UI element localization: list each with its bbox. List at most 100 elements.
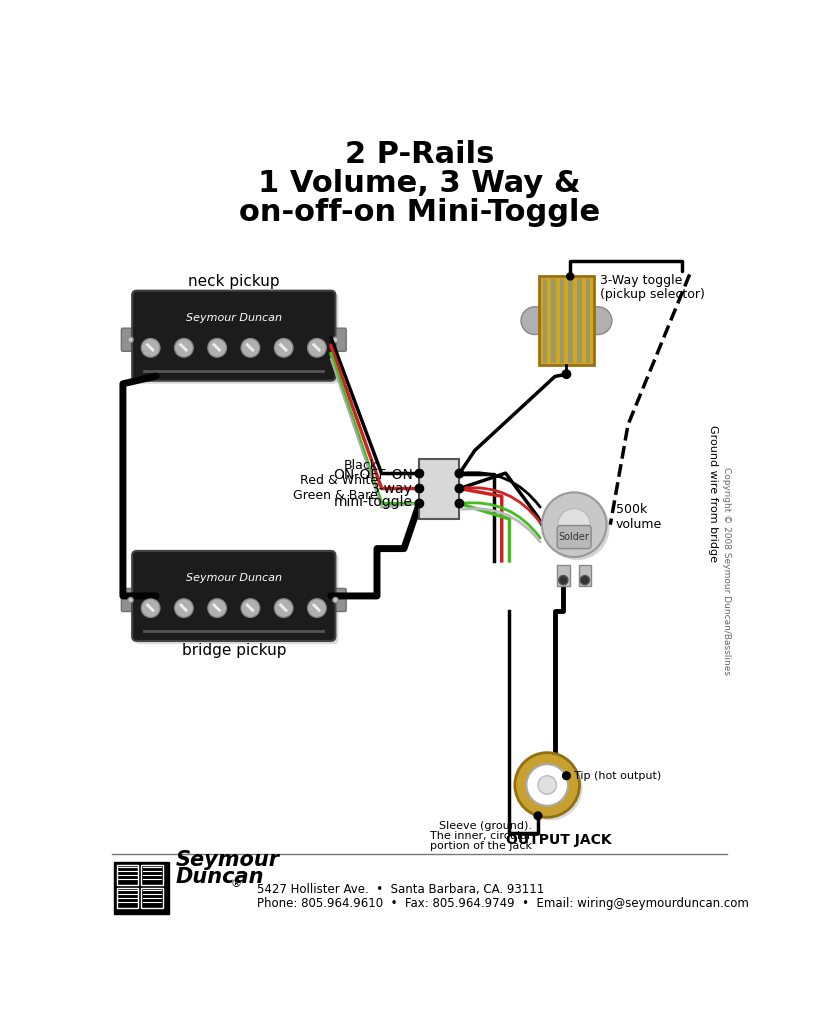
Text: 2 P-Rails: 2 P-Rails xyxy=(345,140,494,169)
Circle shape xyxy=(545,495,609,560)
Text: Tip (hot output): Tip (hot output) xyxy=(574,771,662,781)
Circle shape xyxy=(274,338,294,357)
Circle shape xyxy=(527,765,568,806)
Circle shape xyxy=(534,812,542,819)
Text: 3-Way toggle: 3-Way toggle xyxy=(600,275,683,287)
Circle shape xyxy=(208,339,226,357)
Bar xyxy=(539,277,594,365)
FancyBboxPatch shape xyxy=(324,588,346,611)
FancyBboxPatch shape xyxy=(135,554,338,644)
Circle shape xyxy=(581,576,590,584)
Bar xyxy=(579,565,591,586)
Text: Ground wire from bridge: Ground wire from bridge xyxy=(708,426,717,563)
Circle shape xyxy=(584,307,612,335)
Text: Seymour: Seymour xyxy=(175,850,279,869)
Circle shape xyxy=(542,492,606,557)
Circle shape xyxy=(333,598,338,603)
Circle shape xyxy=(566,272,574,281)
Circle shape xyxy=(142,599,160,617)
Circle shape xyxy=(241,338,260,357)
Text: 5427 Hollister Ave.  •  Santa Barbara, CA. 93111: 5427 Hollister Ave. • Santa Barbara, CA.… xyxy=(257,883,544,896)
Text: 1 Volume, 3 Way &: 1 Volume, 3 Way & xyxy=(258,169,581,198)
Circle shape xyxy=(274,599,293,617)
Text: (pickup selector): (pickup selector) xyxy=(600,288,705,301)
Circle shape xyxy=(455,484,464,493)
Circle shape xyxy=(307,338,327,357)
Text: OUTPUT JACK: OUTPUT JACK xyxy=(506,833,612,846)
Text: Seymour Duncan: Seymour Duncan xyxy=(186,573,282,583)
Circle shape xyxy=(538,776,556,795)
Circle shape xyxy=(307,598,327,618)
Text: Duncan: Duncan xyxy=(175,867,264,887)
Circle shape xyxy=(274,598,294,618)
Circle shape xyxy=(207,338,227,357)
Circle shape xyxy=(521,307,549,335)
Bar xyxy=(142,888,163,909)
FancyBboxPatch shape xyxy=(121,588,143,611)
Bar xyxy=(551,279,556,363)
Text: mini-toggle: mini-toggle xyxy=(334,495,414,510)
Bar xyxy=(117,865,138,885)
FancyBboxPatch shape xyxy=(121,328,143,351)
Circle shape xyxy=(308,339,326,357)
Text: Phone: 805.964.9610  •  Fax: 805.964.9749  •  Email: wiring@seymourduncan.com: Phone: 805.964.9610 • Fax: 805.964.9749 … xyxy=(257,897,749,910)
Circle shape xyxy=(415,484,423,493)
Circle shape xyxy=(128,337,133,343)
Bar xyxy=(543,279,547,363)
Circle shape xyxy=(455,499,464,508)
Text: ON-OFF-ON: ON-OFF-ON xyxy=(333,467,414,482)
FancyBboxPatch shape xyxy=(135,294,338,383)
Circle shape xyxy=(559,576,568,584)
Circle shape xyxy=(174,599,193,617)
FancyBboxPatch shape xyxy=(557,525,591,549)
Text: Black: Black xyxy=(344,459,378,472)
Circle shape xyxy=(141,598,161,618)
Text: neck pickup: neck pickup xyxy=(188,275,279,289)
Circle shape xyxy=(241,598,260,618)
Circle shape xyxy=(558,509,590,541)
Bar xyxy=(419,459,459,519)
Circle shape xyxy=(241,339,260,357)
Text: on-off-on Mini-Toggle: on-off-on Mini-Toggle xyxy=(239,198,600,227)
Circle shape xyxy=(455,469,464,478)
Text: ®: ® xyxy=(231,879,242,889)
FancyBboxPatch shape xyxy=(132,291,336,381)
Bar xyxy=(586,279,590,363)
Circle shape xyxy=(518,755,582,821)
Circle shape xyxy=(563,772,570,779)
Circle shape xyxy=(174,339,193,357)
Circle shape xyxy=(208,599,226,617)
Circle shape xyxy=(174,598,194,618)
Circle shape xyxy=(207,598,227,618)
Circle shape xyxy=(142,339,160,357)
Bar xyxy=(557,565,569,586)
Text: Solder: Solder xyxy=(559,533,590,542)
Circle shape xyxy=(333,337,338,343)
Circle shape xyxy=(141,338,161,357)
Text: Copyright © 2008 Seymour Duncan/Basslines: Copyright © 2008 Seymour Duncan/Bassline… xyxy=(722,467,731,674)
Bar xyxy=(577,279,581,363)
Bar xyxy=(142,865,163,885)
Circle shape xyxy=(562,370,571,378)
FancyBboxPatch shape xyxy=(324,328,346,351)
Bar xyxy=(117,888,138,909)
Circle shape xyxy=(174,338,194,357)
Bar xyxy=(114,862,169,915)
Circle shape xyxy=(515,752,580,817)
Bar xyxy=(568,279,573,363)
Circle shape xyxy=(415,469,423,478)
FancyBboxPatch shape xyxy=(132,551,336,641)
Text: Red & White: Red & White xyxy=(300,474,378,487)
Circle shape xyxy=(241,599,260,617)
Text: Green & Bare: Green & Bare xyxy=(293,489,378,502)
Circle shape xyxy=(562,370,571,378)
Text: portion of the jack: portion of the jack xyxy=(430,841,532,852)
Circle shape xyxy=(415,499,423,508)
Text: 3-way: 3-way xyxy=(371,482,414,495)
Bar xyxy=(560,279,564,363)
Circle shape xyxy=(274,339,293,357)
Circle shape xyxy=(128,598,133,603)
Text: Seymour Duncan: Seymour Duncan xyxy=(186,313,282,323)
Text: The inner, circular: The inner, circular xyxy=(430,831,532,841)
Text: bridge pickup: bridge pickup xyxy=(182,642,286,658)
